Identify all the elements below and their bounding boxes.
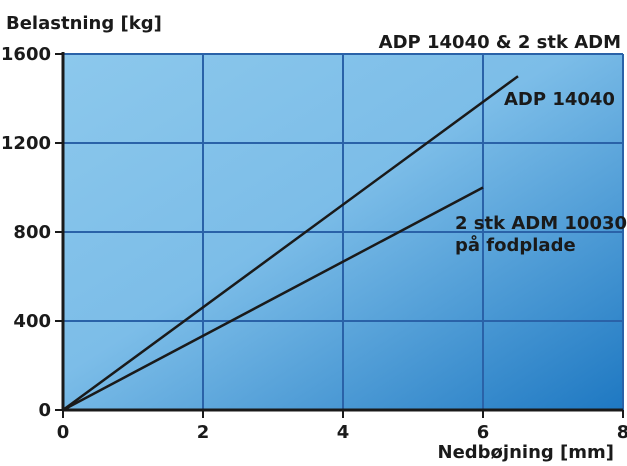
series-label-line: på fodplade	[455, 234, 576, 256]
x-tick-label-6: 6	[477, 422, 490, 443]
series	[62, 75, 519, 412]
ticks: 0 2 4 6 8 0 400 800 1200 1600	[1, 44, 627, 443]
y-axis-title: Belastning [kg]	[6, 13, 162, 34]
x-axis-title: Nedbøjning [mm]	[438, 442, 615, 463]
x-tick-label-8: 8	[617, 422, 627, 443]
series-line-1	[62, 75, 519, 412]
series-line-2	[62, 186, 484, 412]
chart-title: ADP 14040 & 2 stk ADM	[379, 32, 621, 53]
series-label-adp-14040: ADP 14040	[504, 89, 615, 110]
series-label-adm-10030: 2 stk ADM 10030 på fodplade	[455, 213, 627, 256]
y-tick-label-1200: 1200	[1, 133, 51, 154]
x-tick-label-0: 0	[57, 422, 70, 443]
y-tick-label-400: 400	[13, 311, 51, 332]
series-label-line: 2 stk ADM 10030	[455, 213, 627, 234]
x-tick-label-2: 2	[197, 422, 210, 443]
grid	[63, 53, 624, 410]
y-tick-label-0: 0	[38, 400, 51, 421]
y-tick-label-1600: 1600	[1, 44, 51, 65]
y-tick-label-800: 800	[13, 222, 51, 243]
x-tick-label-4: 4	[337, 422, 350, 443]
series-label-line: ADP 14040	[504, 89, 615, 110]
